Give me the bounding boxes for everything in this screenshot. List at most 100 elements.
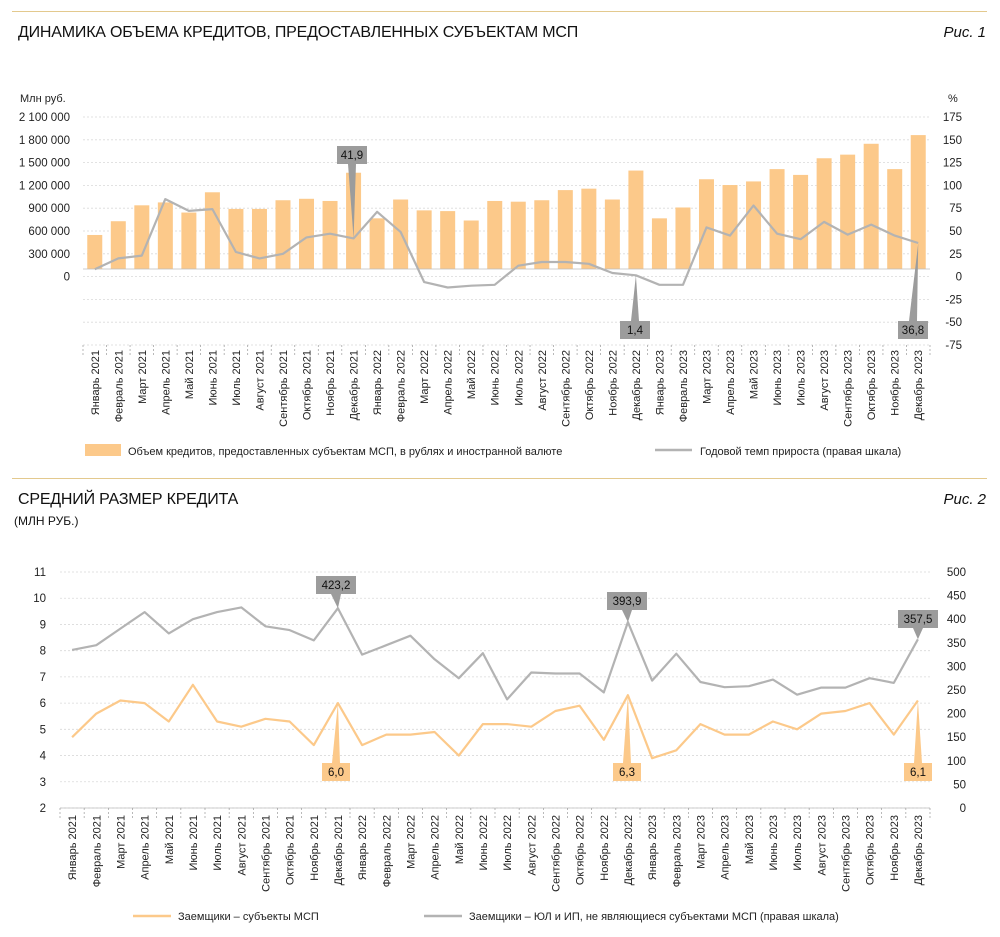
right-tick-label: 400 [947, 614, 966, 626]
left-tick-label: 11 [34, 567, 46, 579]
month-label: Июнь 2022 [490, 350, 502, 406]
month-label: Декабрь 2023 [913, 815, 925, 885]
right-tick-label: 250 [947, 685, 966, 697]
month-label: Май 2022 [466, 350, 478, 399]
month-label: Январь 2023 [647, 815, 659, 880]
left-tick-label: 1 500 000 [19, 158, 70, 170]
month-label: Март 2021 [137, 350, 149, 404]
left-tick-label: 8 [40, 646, 46, 658]
month-label: Август 2021 [254, 350, 266, 411]
legend-bar-label: Объем кредитов, предоставленных субъекта… [128, 446, 562, 458]
right-tick-label: 100 [947, 756, 966, 768]
month-label: Сентябрь 2022 [560, 350, 572, 427]
left-tick-label: 5 [40, 724, 46, 736]
fig2-label: Рис. 2 [943, 491, 986, 508]
left-tick-label: 1 800 000 [19, 135, 70, 147]
month-label: Февраль 2023 [678, 350, 690, 422]
month-label: Март 2021 [115, 815, 127, 869]
callout-label: 1,4 [627, 325, 644, 337]
month-label: Сентябрь 2021 [278, 350, 290, 427]
sme-borrowers-line [71, 683, 919, 760]
month-label: Август 2022 [526, 815, 538, 876]
bar [816, 158, 832, 269]
callout-label: 36,8 [902, 325, 924, 337]
month-label: Март 2022 [419, 350, 431, 404]
callout-box [322, 763, 350, 781]
left-tick-label: 7 [40, 672, 46, 684]
month-label: Июль 2022 [513, 350, 525, 406]
bar [722, 185, 738, 269]
bar [793, 174, 809, 269]
month-label: Апрель 2021 [140, 815, 152, 880]
bar [134, 205, 150, 269]
left-tick-label: 6 [40, 698, 46, 710]
callout-label: 6,1 [910, 767, 926, 779]
month-label: Декабрь 2021 [333, 815, 345, 885]
fig1-title: ДИНАМИКА ОБЪЕМА КРЕДИТОВ, ПРЕДОСТАВЛЕННЫ… [18, 24, 579, 41]
month-label: Февраль 2022 [381, 815, 393, 887]
month-label: Апрель 2023 [725, 350, 737, 415]
bar [698, 179, 714, 269]
callout-box [316, 576, 356, 594]
month-label: Май 2023 [749, 350, 761, 399]
right-tick-label: 0 [956, 272, 962, 284]
left-tick-label: 900 000 [28, 203, 70, 215]
month-label: Август 2023 [819, 350, 831, 411]
month-label: Август 2021 [236, 815, 248, 876]
non-sme-borrowers-line [71, 606, 919, 701]
right-tick-label: 50 [953, 779, 966, 791]
callout-box [898, 321, 928, 339]
month-label: Январь 2023 [654, 350, 666, 415]
month-label: Январь 2022 [357, 815, 369, 880]
fig2-subtitle: (МЛН РУБ.) [14, 514, 79, 528]
bar [675, 207, 691, 269]
callout-box [607, 592, 647, 610]
month-label: Июль 2022 [502, 815, 514, 871]
right-tick-label: 500 [947, 567, 966, 579]
bar [863, 143, 879, 269]
month-label: Апрель 2021 [160, 350, 172, 415]
month-label: Апрель 2022 [430, 815, 442, 880]
bar [769, 169, 785, 269]
left-tick-label: 600 000 [28, 226, 70, 238]
month-label: Май 2023 [744, 815, 756, 864]
right-tick-label: 150 [943, 135, 962, 147]
month-label: Июнь 2021 [188, 815, 200, 871]
callout-box [620, 321, 650, 339]
bar [157, 202, 173, 269]
callout-pointer [622, 610, 632, 623]
month-label: Май 2021 [184, 350, 196, 399]
month-label: Октябрь 2021 [302, 350, 314, 420]
month-label: Апрель 2023 [720, 815, 732, 880]
month-label: Сентябрь 2022 [550, 815, 562, 892]
month-label: Август 2022 [537, 350, 549, 411]
bar [840, 154, 856, 269]
callout-box [613, 763, 641, 781]
left-tick-label: 300 000 [28, 249, 70, 261]
month-label: Сентябрь 2021 [260, 815, 272, 892]
legend-orange-label: Заемщики – субъекты МСП [178, 911, 319, 923]
month-label: Декабрь 2022 [623, 815, 635, 885]
right-tick-label: -25 [945, 294, 962, 306]
left-tick-label: 1 200 000 [19, 180, 70, 192]
right-tick-label: 100 [943, 180, 962, 192]
left-tick-label: 9 [40, 619, 46, 631]
legend-line-label: Годовой темп прироста (правая шкала) [700, 446, 901, 458]
month-label: Октябрь 2023 [865, 815, 877, 885]
callout-label: 41,9 [341, 150, 363, 162]
month-label: Сентябрь 2023 [840, 815, 852, 892]
month-label: Март 2023 [695, 815, 707, 869]
left-tick-label: 3 [40, 777, 46, 789]
bar [746, 181, 762, 269]
right-tick-label: 200 [947, 709, 966, 721]
right-tick-label: 150 [947, 732, 966, 744]
callout-pointer [332, 703, 340, 763]
bar [369, 218, 385, 269]
month-label: Январь 2022 [372, 350, 384, 415]
month-label: Октябрь 2022 [575, 815, 587, 885]
bar [910, 135, 926, 269]
growth-rate-line [94, 198, 919, 289]
right-tick-label: 25 [949, 249, 962, 261]
bar [887, 169, 903, 269]
bar [251, 208, 267, 269]
